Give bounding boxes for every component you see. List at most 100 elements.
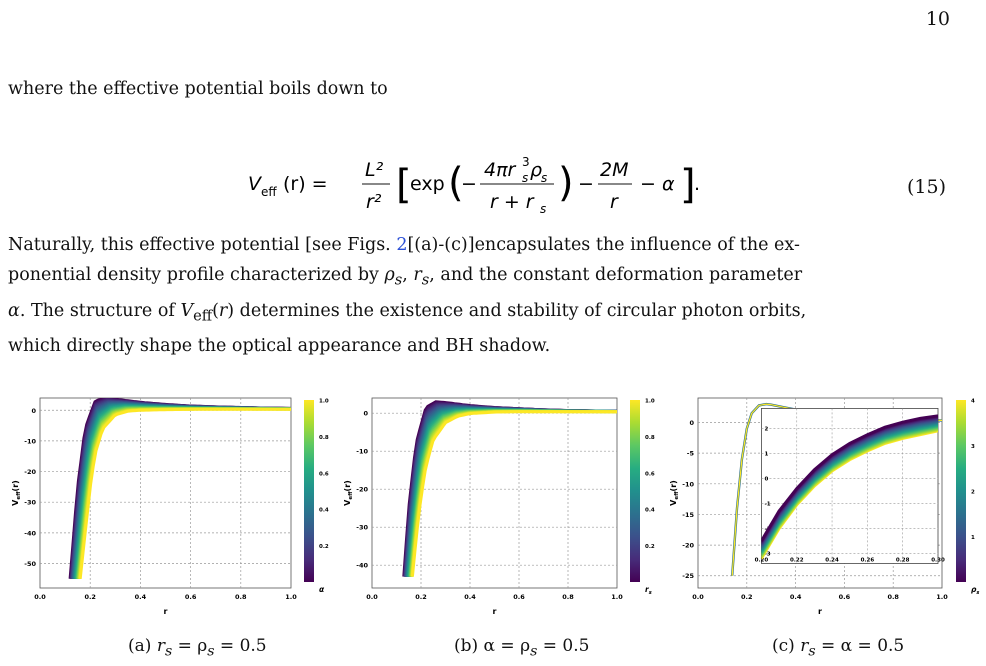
x-tick-label: 0.0 (366, 593, 378, 601)
y-tick-label: 0 (363, 410, 368, 418)
chart-a-svg: 0.0 0.2 0.4 0.6 0.8 1.0 0 -10 -20 -30 -40 -50 r Veff(… (11, 397, 329, 616)
eq-num: 4πr (484, 159, 517, 181)
x-tick-label: 1.0 (285, 593, 297, 601)
inset-y-tick-label: 0 (764, 476, 768, 482)
x-tick-label: 0.6 (185, 593, 197, 601)
eq-r: r (610, 191, 619, 213)
colorbar-tick-label: 0.2 (645, 544, 655, 550)
eq-r2: r² (366, 191, 382, 213)
y-tick-label: -20 (356, 486, 368, 494)
y-tick-label: -5 (687, 450, 695, 458)
equation-svg: V eff (r) = L² r² [ exp ( − 4πr 3 s ρ s … (248, 155, 700, 216)
eq-eff: eff (261, 185, 277, 199)
x-tick-label: 0.6 (839, 593, 851, 601)
colorbar-tick-label: 0.6 (319, 471, 329, 477)
para-line-4: which directly shape the optical appeara… (8, 336, 551, 356)
para-line-1: Naturally, this effective potential [see… (8, 235, 800, 255)
y-axis-label-sub: eff (348, 491, 354, 500)
inset-plot-area (761, 414, 938, 560)
colorbar (630, 400, 640, 582)
para-line-2: ponential density profile characterized … (8, 265, 803, 289)
eq-num-sub: s (522, 171, 528, 185)
eq-num-sup: 3 (522, 155, 530, 169)
y-axis-label: Veff(r) (343, 480, 354, 506)
eq-minus-2: − (578, 173, 594, 195)
x-tick-label: 0.2 (84, 593, 96, 601)
colorbar-tick-label: 0.6 (645, 471, 655, 477)
eq-minus-1: − (461, 173, 477, 195)
figure-panel-b: 0.0 0.2 0.4 0.6 0.8 1.0 0 -10 -20 -30 -40 r Veff(r) 1… (332, 390, 662, 619)
eq-exp: exp (410, 173, 445, 195)
plot-area (402, 400, 617, 577)
x-tick-label: 0.8 (562, 593, 574, 601)
colorbar-tick-label: 3 (971, 444, 975, 450)
colorbar-tick-label: 2 (971, 490, 975, 496)
x-tick-label: 0.0 (692, 593, 704, 601)
eq-v: V (248, 173, 263, 195)
y-tick-label: -40 (24, 529, 36, 537)
figure-ref-link[interactable]: 2 (396, 235, 408, 255)
y-axis-label-arg: (r) (343, 480, 352, 491)
inset-x-tick-label: 0.24 (825, 557, 839, 563)
eq-lparen: ( (448, 160, 464, 206)
inset-y-tick-label: -3 (764, 551, 770, 557)
x-tick-label: 1.0 (611, 593, 623, 601)
x-tick-label: 0.0 (34, 593, 46, 601)
plot-area (68, 398, 291, 579)
eq-rparen: ) (558, 160, 574, 206)
y-tick-label: 0 (31, 407, 36, 415)
x-tick-label: 0.8 (887, 593, 899, 601)
inset-series-curve (761, 414, 938, 542)
x-tick-label: 0.4 (790, 593, 802, 601)
y-axis-label-sub: eff (16, 491, 22, 500)
colorbar-tick-label: 0.4 (645, 508, 655, 514)
x-axis-label: r (164, 607, 168, 615)
eq-lbracket: [ (396, 162, 412, 208)
colorbar-tick-label: 1.0 (645, 399, 655, 405)
y-tick-label: -30 (356, 524, 368, 532)
y-tick-label: -10 (682, 480, 694, 488)
eq-arg: (r) = (283, 173, 328, 195)
y-axis-label-sub: eff (674, 491, 680, 500)
series-curve (78, 407, 291, 579)
chart-c-svg: 0.0 0.2 0.4 0.6 0.8 1.0 0 -5 -10 -15 -20 -25 r Veff(r… (669, 397, 979, 616)
colorbar-tick-label: 4 (971, 399, 975, 405)
colorbar-label-sub: s (976, 590, 979, 596)
page-number: 10 (925, 8, 950, 30)
colorbar-label-sub: s (649, 590, 652, 596)
caption-c: (c) rs = α = 0.5 (772, 636, 905, 660)
colorbar-label: α (319, 585, 325, 594)
para-line-3: α. The structure of Veff(r) determines t… (8, 300, 807, 325)
y-axis-label: Veff(r) (11, 480, 22, 506)
x-tick-label: 0.2 (415, 593, 427, 601)
colorbar-tick-label: 1 (971, 535, 975, 541)
eq-2m: 2M (600, 159, 628, 181)
colorbar-tick-label: 0.4 (319, 508, 329, 514)
eq-alpha: − α (640, 173, 675, 195)
inset-x-tick-label: 0.30 (931, 557, 945, 563)
y-tick-label: -15 (682, 511, 694, 519)
colorbar (304, 400, 314, 582)
colorbar-label: rs (645, 585, 652, 596)
figure-panel-c: 0.0 0.2 0.4 0.6 0.8 1.0 0 -5 -10 -15 -20 -25 r Veff(r… (660, 390, 986, 619)
x-tick-label: 0.4 (135, 593, 147, 601)
eq-dot: . (694, 173, 700, 195)
y-tick-label: -50 (24, 560, 36, 568)
y-tick-label: -20 (682, 542, 694, 550)
eq-den-sub: s (540, 202, 546, 216)
x-tick-label: 0.8 (235, 593, 247, 601)
series-curve (410, 410, 617, 577)
y-tick-label: -40 (356, 562, 368, 570)
inset-x-tick-label: 0.28 (896, 557, 910, 563)
x-axis-label: r (818, 607, 822, 615)
y-axis-label-arg: (r) (11, 480, 20, 491)
eq-num-rho-sub: s (541, 171, 547, 185)
y-tick-label: -25 (682, 572, 694, 580)
y-axis-label: Veff(r) (669, 480, 680, 506)
x-tick-label: 1.0 (936, 593, 948, 601)
inset-y-tick-label: 2 (764, 426, 768, 432)
eq-num-rho: ρ (530, 159, 542, 181)
x-tick-label: 0.2 (741, 593, 753, 601)
colorbar-label: ρs (971, 585, 979, 596)
equation-15: V eff (r) = L² r² [ exp ( − 4πr 3 s ρ s … (248, 146, 808, 231)
